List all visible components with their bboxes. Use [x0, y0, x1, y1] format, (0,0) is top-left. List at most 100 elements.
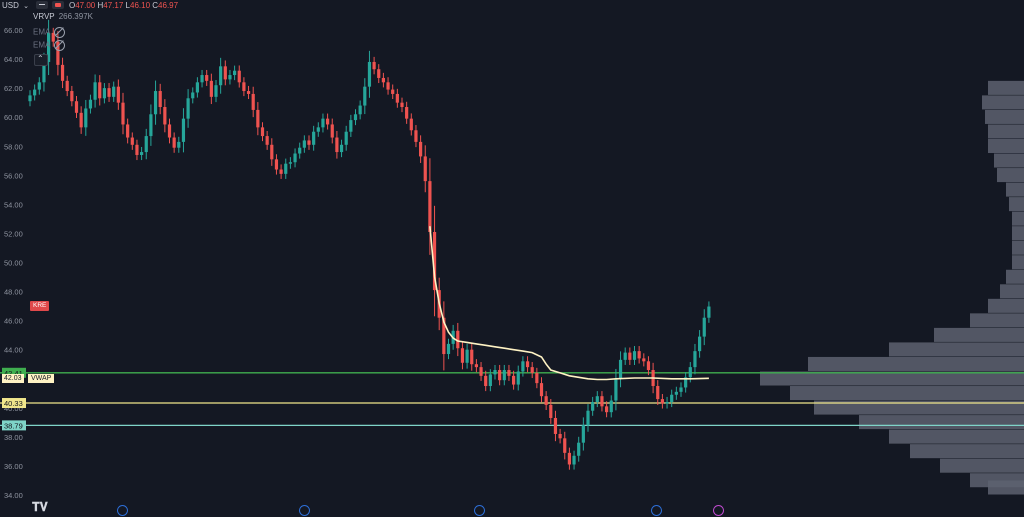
- candle-body: [605, 406, 609, 413]
- candle-body: [391, 89, 395, 94]
- candle-body: [544, 396, 548, 405]
- price-axis[interactable]: 66.00 64.00 62.00 60.00 58.00 56.00 54.00 52.00…: [4, 26, 23, 500]
- candle-body: [470, 349, 474, 365]
- indicator-vrvp[interactable]: VRVP 266.397K: [33, 12, 93, 22]
- volume-profile-bar: [934, 327, 1024, 342]
- symbol-color-box[interactable]: [52, 1, 64, 9]
- indicator-value: 266.397K: [58, 12, 93, 21]
- candle-body: [521, 361, 525, 372]
- candle-body: [70, 91, 74, 102]
- collapse-button[interactable]: [36, 1, 48, 9]
- candle-body: [251, 93, 255, 110]
- candle-body: [581, 425, 585, 443]
- eye-off-icon[interactable]: [54, 40, 66, 51]
- candle-body: [358, 105, 362, 115]
- candles: [28, 19, 711, 470]
- candle-body: [302, 140, 306, 148]
- candle-body: [609, 400, 613, 413]
- candle-body: [116, 86, 120, 103]
- candle-body: [460, 348, 465, 363]
- volume-profile-bar: [910, 444, 1024, 459]
- candle-body: [79, 112, 83, 128]
- candle-body: [432, 231, 437, 291]
- candle-body: [377, 69, 381, 78]
- price-tick-label: 54.00: [4, 200, 23, 209]
- candle-body: [507, 370, 511, 376]
- candle-body: [405, 107, 409, 119]
- collapse-indicators-button[interactable]: ⌃: [34, 54, 48, 66]
- price-level-label-bg: [2, 398, 26, 409]
- vwap-price-label: 42.03: [2, 374, 24, 383]
- price-tick-label: 46.00: [4, 317, 23, 326]
- event-marker-1[interactable]: [117, 505, 128, 516]
- candle-body: [623, 352, 627, 360]
- ohlc-readout: O47.00 H47.17 L46.10 C46.97: [69, 0, 178, 12]
- volume-profile-bar: [988, 80, 1024, 95]
- event-marker-2[interactable]: [299, 505, 310, 516]
- chevron-up-icon: ⌃: [37, 54, 44, 63]
- tradingview-logo[interactable]: 𝐓𝐕: [32, 500, 48, 515]
- candle-body: [614, 378, 618, 401]
- price-tick-label: 36.00: [4, 462, 23, 471]
- candle-body: [456, 330, 460, 349]
- candle-body: [479, 367, 483, 376]
- price-level-label: 40.33: [4, 399, 23, 408]
- event-marker-3[interactable]: [474, 505, 485, 516]
- candle-body: [707, 306, 711, 318]
- vwap-price-value: 42.03: [4, 375, 22, 382]
- candle-body: [33, 89, 37, 96]
- candle-body: [126, 124, 130, 138]
- volume-profile-bar: [1012, 211, 1024, 226]
- currency-selector[interactable]: USD ⌄: [2, 0, 29, 12]
- candle-body: [42, 61, 46, 83]
- candle-body: [660, 399, 664, 404]
- volume-profile-bar: [814, 400, 1024, 415]
- candle-body: [539, 383, 544, 397]
- price-tick-label: 38.00: [4, 433, 23, 442]
- close-value: 46.97: [158, 1, 179, 10]
- candle-body: [209, 80, 213, 97]
- high-label: H: [97, 1, 104, 10]
- volume-profile-bar: [1000, 284, 1024, 299]
- candle-body: [121, 102, 125, 125]
- price-tick-label: 40.00: [4, 404, 23, 413]
- volume-profile-bar: [808, 356, 1024, 371]
- candle-body: [326, 118, 330, 125]
- candle-body: [274, 159, 279, 170]
- indicator-ema-1[interactable]: EMA: [33, 27, 66, 38]
- indicator-name: EMA: [33, 27, 50, 37]
- candle-body: [646, 361, 651, 371]
- candle-body: [586, 410, 590, 426]
- event-marker-5[interactable]: [713, 505, 724, 516]
- candle-body: [153, 91, 158, 115]
- eye-off-icon[interactable]: [54, 27, 66, 38]
- candle-body: [51, 32, 55, 42]
- candle-body: [112, 86, 116, 97]
- candle-body: [395, 93, 399, 103]
- candle-body: [419, 141, 423, 157]
- price-tick-label: 66.00: [4, 26, 23, 35]
- candle-body: [446, 343, 451, 355]
- candle-body: [88, 99, 93, 109]
- candle-body: [530, 367, 534, 373]
- candle-body: [632, 351, 637, 360]
- candle-body: [595, 396, 599, 402]
- candle-body: [679, 387, 683, 392]
- candle-body: [260, 127, 265, 137]
- candle-body: [386, 82, 390, 90]
- candle-body: [284, 163, 288, 174]
- candle-body: [84, 108, 88, 128]
- candle-body: [237, 70, 241, 83]
- candle-body: [558, 433, 562, 439]
- indicator-ema-2[interactable]: EMA: [33, 40, 66, 51]
- logo-mark-icon: 𝐓𝐕: [32, 500, 48, 514]
- candle-body: [195, 82, 199, 93]
- volume-profile-bar: [940, 458, 1024, 473]
- candle-body: [367, 61, 372, 87]
- event-marker-4[interactable]: [651, 505, 662, 516]
- symbol-tag-label: KRE: [33, 302, 47, 309]
- candle-body: [702, 317, 706, 337]
- volume-profile-bar: [889, 429, 1024, 444]
